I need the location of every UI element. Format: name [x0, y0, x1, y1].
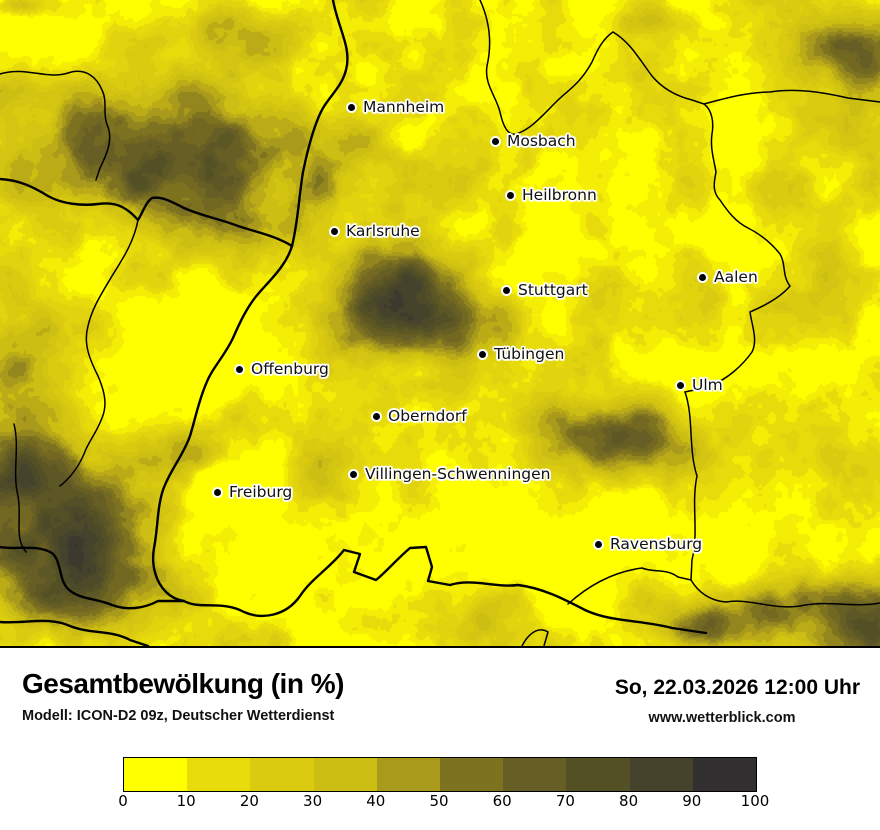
- model-info: Modell: ICON-D2 09z, Deutscher Wetterdie…: [22, 708, 335, 724]
- colorbar-tick: 0: [118, 792, 128, 810]
- colorbar-segment: [566, 758, 630, 791]
- colorbar-segment: [124, 758, 188, 791]
- city-dot-icon: [331, 227, 338, 235]
- city-labels-layer: Mannheim Mosbach Heilbronn Karlsruhe Stuttga…: [214, 98, 758, 553]
- city-marker-ulm: Ulm: [677, 376, 723, 394]
- map-area: Mannheim Mosbach Heilbronn Karlsruhe Stuttga…: [0, 0, 880, 648]
- city-dot-icon: [348, 103, 355, 111]
- city-label: Villingen-Schwenningen: [365, 465, 551, 483]
- city-dot-icon: [699, 273, 706, 281]
- city-label: Mannheim: [363, 98, 445, 116]
- city-dot-icon: [479, 350, 486, 358]
- city-marker-oberndorf: Oberndorf: [373, 407, 467, 425]
- city-marker-t-bingen: Tübingen: [479, 345, 564, 363]
- colorbar-tick: 60: [492, 792, 512, 810]
- city-dot-icon: [350, 470, 357, 478]
- colorbar-tick: 70: [555, 792, 575, 810]
- colorbar-tick: 80: [619, 792, 639, 810]
- colorbar-ticks: 0 10 20 30 40 50 60 70 80 90 100: [118, 792, 769, 812]
- city-label: Ravensburg: [610, 535, 703, 553]
- city-dot-icon: [214, 488, 221, 496]
- colorbar-segment: [313, 758, 377, 791]
- colorbar-tick: 40: [366, 792, 386, 810]
- colorbar-segment: [629, 758, 693, 791]
- city-marker-freiburg: Freiburg: [214, 483, 292, 501]
- city-label: Offenburg: [251, 360, 329, 378]
- city-marker-mosbach: Mosbach: [492, 132, 576, 150]
- colorbar-tick: 90: [682, 792, 702, 810]
- colorbar-segment: [187, 758, 251, 791]
- city-label: Freiburg: [229, 483, 293, 501]
- city-label: Ulm: [692, 376, 723, 394]
- colorbar: [123, 757, 757, 792]
- map-title: Gesamtbewölkung (in %): [22, 668, 344, 699]
- city-label: Oberndorf: [388, 407, 467, 425]
- colorbar-tick: 100: [740, 792, 770, 810]
- city-label: Mosbach: [507, 132, 576, 150]
- city-marker-villingen-schwenningen: Villingen-Schwenningen: [350, 465, 550, 483]
- city-dot-icon: [492, 137, 499, 145]
- colorbar-tick: 50: [429, 792, 449, 810]
- city-dot-icon: [373, 412, 380, 420]
- city-label: Heilbronn: [522, 186, 597, 204]
- city-marker-karlsruhe: Karlsruhe: [331, 222, 420, 240]
- city-marker-mannheim: Mannheim: [348, 98, 444, 116]
- city-label: Aalen: [714, 268, 758, 286]
- colorbar-segment: [692, 758, 757, 791]
- city-dot-icon: [595, 540, 602, 548]
- colorbar-tick: 10: [176, 792, 196, 810]
- city-marker-stuttgart: Stuttgart: [503, 281, 588, 299]
- city-label: Tübingen: [494, 345, 565, 363]
- colorbar-tick: 30: [303, 792, 323, 810]
- city-dot-icon: [236, 365, 243, 373]
- city-dot-icon: [507, 191, 514, 199]
- colorbar-tick: 20: [239, 792, 259, 810]
- city-label: Karlsruhe: [346, 222, 420, 240]
- city-marker-ravensburg: Ravensburg: [595, 535, 702, 553]
- colorbar-segment: [376, 758, 441, 791]
- valid-datetime: So, 22.03.2026 12:00 Uhr: [614, 676, 860, 699]
- city-marker-offenburg: Offenburg: [236, 360, 329, 378]
- city-marker-aalen: Aalen: [699, 268, 758, 286]
- colorbar-segment: [440, 758, 504, 791]
- city-dot-icon: [677, 381, 684, 389]
- colorbar-segment: [250, 758, 314, 791]
- city-dot-icon: [503, 286, 510, 294]
- city-marker-heilbronn: Heilbronn: [507, 186, 597, 204]
- website-label: www.wetterblick.com: [648, 710, 796, 726]
- city-label: Stuttgart: [518, 281, 588, 299]
- colorbar-segment: [503, 758, 567, 791]
